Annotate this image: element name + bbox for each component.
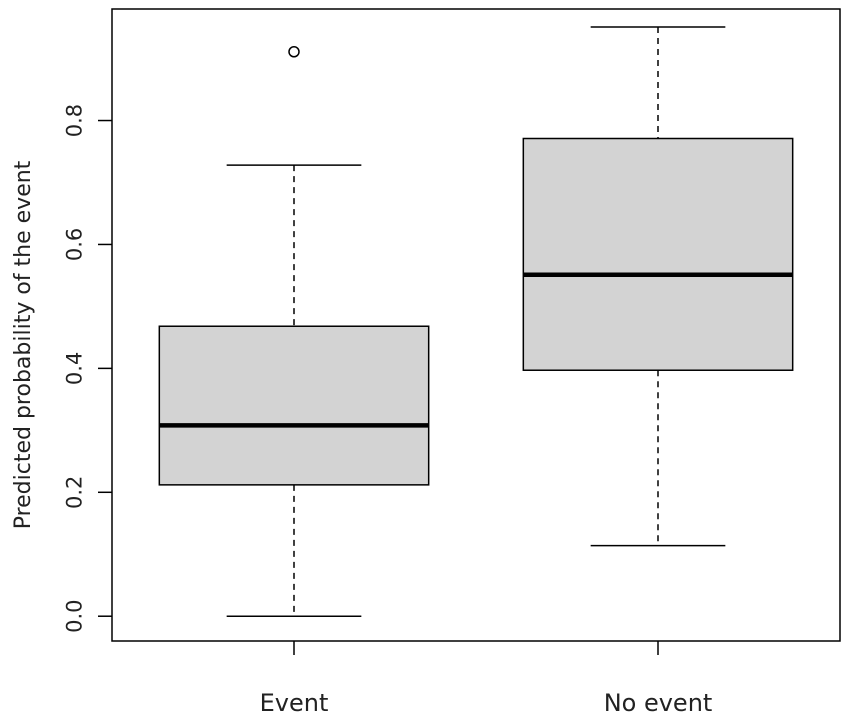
plot-frame: [111, 8, 841, 642]
boxes-layer: [158, 26, 794, 617]
y-tick-label: 0.4: [62, 352, 86, 385]
x-category-label: No event: [604, 689, 713, 717]
y-axis: 0.0 0.2 0.4 0.6 0.8: [62, 104, 112, 633]
x-category-label: Event: [260, 689, 329, 717]
iqr-box: [158, 325, 430, 486]
box-group: [522, 26, 794, 547]
outlier-point: [288, 46, 300, 58]
y-axis-title: Predicted probability of the event: [11, 160, 36, 529]
y-tick-label: 0.0: [62, 600, 86, 633]
y-tick-label: 0.6: [62, 228, 86, 261]
box-group: [158, 46, 430, 617]
iqr-box: [522, 137, 794, 371]
x-axis: Event No event: [260, 641, 713, 717]
y-tick-label: 0.2: [62, 476, 86, 509]
y-tick-label: 0.8: [62, 104, 86, 137]
